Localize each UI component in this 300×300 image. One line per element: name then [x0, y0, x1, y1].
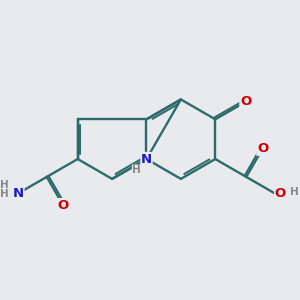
Text: H: H: [0, 189, 9, 199]
Text: H: H: [132, 165, 141, 175]
Text: O: O: [274, 187, 286, 200]
Text: O: O: [240, 95, 251, 108]
Text: H: H: [290, 188, 298, 197]
Text: N: N: [13, 187, 24, 200]
Text: H: H: [0, 180, 9, 190]
Text: O: O: [57, 199, 69, 212]
Text: O: O: [257, 142, 268, 155]
Text: N: N: [141, 152, 152, 166]
